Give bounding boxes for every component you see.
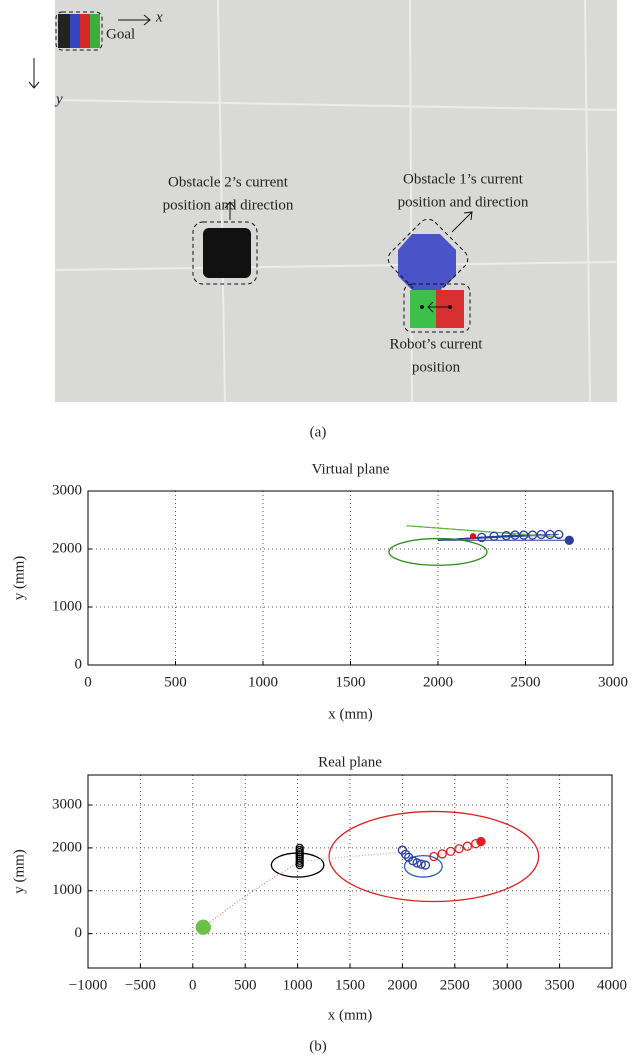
point xyxy=(447,847,455,855)
point xyxy=(565,536,573,544)
x-axis-label: x xyxy=(155,9,163,25)
figure: Goal x y Obstacle 2’s current position a… xyxy=(0,0,637,1062)
x-tick-label: 500 xyxy=(234,977,257,993)
y-axis-title: y (mm) xyxy=(11,556,27,601)
point xyxy=(471,534,476,539)
point xyxy=(196,920,210,934)
x-tick-label: 1500 xyxy=(336,674,366,690)
x-tick-label: 3500 xyxy=(545,977,575,993)
trajectory-line xyxy=(308,852,402,861)
y-tick-label: 2000 xyxy=(52,839,82,855)
chart-title: Real plane xyxy=(318,754,382,770)
x-axis-title: x (mm) xyxy=(328,1007,373,1023)
x-tick-label: 1000 xyxy=(283,977,313,993)
point xyxy=(438,850,446,858)
y-axis-label: y xyxy=(54,91,63,107)
point xyxy=(463,842,471,850)
x-tick-label: 500 xyxy=(164,674,187,690)
x-tick-label: 2500 xyxy=(511,674,541,690)
caption: (b) xyxy=(309,1038,327,1054)
x-tick-label: 1000 xyxy=(248,674,278,690)
point xyxy=(455,845,463,853)
y-tick-label: 3000 xyxy=(52,482,82,498)
x-axis-title: x (mm) xyxy=(328,706,373,722)
x-tick-label: 2500 xyxy=(440,977,470,993)
obstacle2-label: Obstacle 2’s current xyxy=(168,174,289,190)
obstacle1-label: position and direction xyxy=(398,194,529,210)
robot-label: position xyxy=(412,359,461,375)
x-tick-label: −500 xyxy=(125,977,156,993)
goal-tile xyxy=(56,12,102,50)
y-tick-label: 0 xyxy=(75,656,83,672)
x-tick-label: 2000 xyxy=(387,977,417,993)
robot xyxy=(404,284,470,332)
x-tick-label: 4000 xyxy=(597,977,627,993)
point xyxy=(477,837,485,845)
y-tick-label: 3000 xyxy=(52,796,82,812)
chart-title: Virtual plane xyxy=(312,461,390,477)
caption: (a) xyxy=(310,424,327,440)
x-tick-label: 1500 xyxy=(335,977,365,993)
ellipse xyxy=(329,811,539,901)
obstacle1-label: Obstacle 1’s current xyxy=(403,171,524,187)
obstacle2-label: position and direction xyxy=(163,197,294,213)
x-tick-label: 0 xyxy=(84,674,92,690)
y-tick-label: 2000 xyxy=(52,540,82,556)
goal-label: Goal xyxy=(106,26,135,42)
x-tick-label: 0 xyxy=(189,977,197,993)
photo-background xyxy=(55,0,617,402)
y-axis-title: y (mm) xyxy=(11,849,27,894)
photo: Goal x y Obstacle 2’s current position a… xyxy=(29,0,617,402)
plot-frame xyxy=(88,491,613,665)
x-tick-label: −1000 xyxy=(69,977,107,993)
x-tick-label: 3000 xyxy=(492,977,522,993)
robot-label: Robot’s current xyxy=(390,336,484,352)
y-tick-label: 1000 xyxy=(52,598,82,614)
trajectory-line xyxy=(203,863,297,927)
y-tick-label: 1000 xyxy=(52,882,82,898)
y-tick-label: 0 xyxy=(75,925,83,941)
x-tick-label: 2000 xyxy=(423,674,453,690)
x-tick-label: 3000 xyxy=(598,674,628,690)
